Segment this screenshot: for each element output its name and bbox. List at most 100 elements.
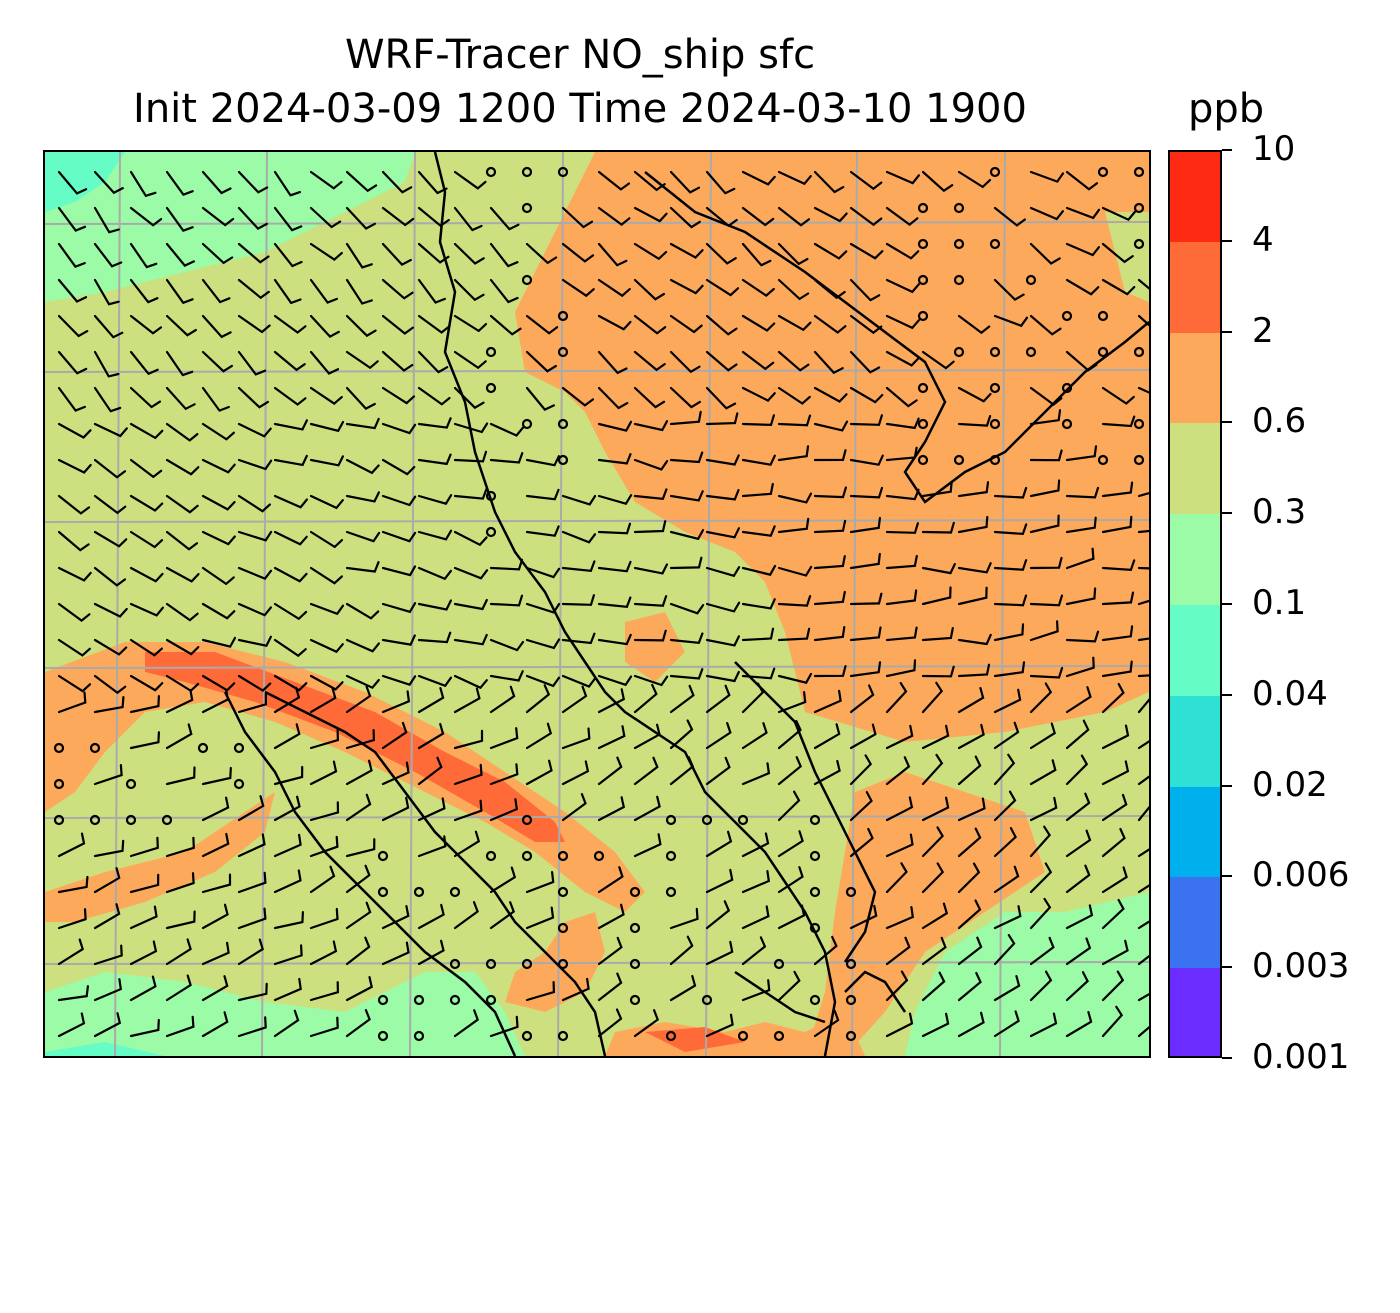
wind-barb [345,759,373,786]
wind-barb [1065,486,1100,499]
wind-barb [273,602,308,621]
title-line-2: Init 2024-03-09 1200 Time 2024-03-10 190… [133,86,1027,132]
wind-barb [993,753,1016,786]
wind-barb [1029,722,1056,750]
wind-barb [417,566,452,581]
wind-barb [309,940,338,966]
coastline-sw-coast [223,691,517,1056]
wind-barb [309,420,345,433]
wind-barb [669,529,705,541]
coastline-gulf [264,690,607,1056]
wind-barb [741,525,776,537]
wind-barb [165,638,200,656]
calm-wind-marker [377,886,389,898]
wind-barb [741,170,776,186]
wind-barb [1029,970,1053,1002]
wind-barb [57,314,89,338]
colorbar [1168,150,1222,1058]
calm-wind-marker [125,814,137,826]
wind-barb [453,674,488,690]
wind-barb [921,862,945,894]
wind-barb [669,350,701,374]
wind-barb [273,242,303,268]
wind-barb [345,901,372,930]
calm-wind-marker [557,166,569,178]
wind-barb [489,278,519,304]
wind-barb [129,836,159,858]
wind-barb [381,206,415,227]
wind-barb [669,632,704,644]
wind-barb [597,903,625,930]
wind-barb [417,417,452,429]
parallel-line [45,665,1149,669]
wind-barb [273,638,307,658]
calm-wind-marker [1061,310,1073,322]
wind-barb [417,835,447,858]
wind-barb [669,410,702,426]
wind-barb [561,206,594,229]
wind-barb [1065,278,1100,296]
calm-wind-marker [53,814,65,826]
wind-barb [705,830,733,858]
wind-barb [525,455,560,467]
wind-barb [381,796,410,822]
colorbar-units: ppb [1188,86,1265,132]
wind-barb [453,763,483,786]
wind-barb [309,170,343,190]
wind-barb [813,935,838,966]
wind-barb [1137,1026,1149,1038]
wind-barb [705,900,731,930]
wind-barb [597,206,631,226]
wind-barb [237,602,272,617]
wind-barb [525,684,551,714]
colorbar-tick-label: 0.3 [1252,492,1307,533]
wind-barb [381,565,417,577]
wind-barb [633,458,669,471]
wind-barb [453,386,485,410]
wind-barb [885,417,920,430]
wind-barb [165,314,197,337]
wind-barb [597,725,626,750]
wind-barb [489,314,522,336]
calm-wind-marker [917,202,929,214]
wind-barb [1101,515,1133,534]
wind-barb [741,722,768,750]
calm-wind-marker [413,886,425,898]
wind-barb [129,314,163,335]
wind-barb [849,170,883,191]
meridian-line [409,152,416,1056]
wind-barb [849,206,883,227]
calm-wind-marker [809,850,821,862]
wind-barb [273,530,308,546]
wind-barb [957,936,983,966]
wind-barb [57,422,92,439]
wind-barb [561,278,595,298]
calm-wind-marker [953,202,965,214]
wind-barb [273,723,301,750]
wind-barb [705,527,740,539]
wind-barb [201,530,236,546]
wind-barb [93,494,127,515]
wind-barb [597,1008,623,1038]
wind-barb [633,386,666,409]
colorbar-segment [1170,876,1220,969]
wind-barb [957,481,990,498]
calm-wind-marker [953,454,965,466]
colorbar-tick-label: 2 [1252,310,1274,351]
wind-barb [489,901,516,930]
wind-barb [129,386,162,409]
wind-barb [309,386,343,405]
wind-barb [237,350,267,376]
wind-barb [561,242,595,263]
calm-wind-marker [989,346,1001,358]
wind-barb [201,1011,229,1038]
wind-barb [237,833,266,858]
wind-barb [597,866,624,894]
wind-barb [957,1011,985,1038]
wind-barb [741,386,776,402]
wind-barb [453,598,488,611]
calm-wind-marker [773,958,785,970]
wind-barb [849,592,883,606]
wind-barb [849,723,877,750]
wind-barb [165,602,199,622]
